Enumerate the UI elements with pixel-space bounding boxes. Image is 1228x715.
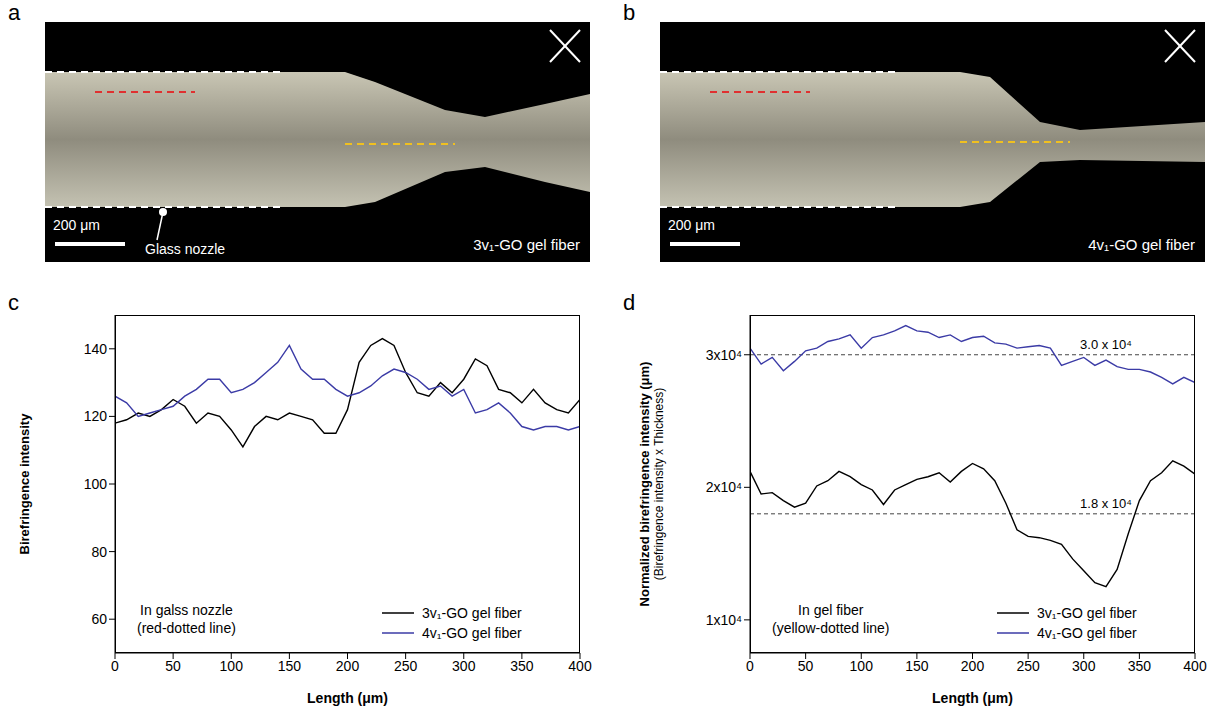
svg-text:200: 200 bbox=[336, 658, 360, 674]
html-text:(Birefringence intensity x Thi: (Birefringence intensity x Thickness) bbox=[651, 387, 666, 581]
svg-text:50: 50 bbox=[165, 658, 181, 674]
html-text:4v₁-GO gel fiber: 4v₁-GO gel fiber bbox=[422, 625, 522, 641]
svg-text:100: 100 bbox=[84, 476, 108, 492]
html-text:3v₁-GO gel fiber: 3v₁-GO gel fiber bbox=[1037, 605, 1137, 621]
svg-text:3v₁-GO gel fiber: 3v₁-GO gel fiber bbox=[473, 236, 580, 253]
html-text:b: b bbox=[623, 0, 636, 25]
svg-text:80: 80 bbox=[91, 544, 107, 560]
svg-text:2x10⁴: 2x10⁴ bbox=[706, 479, 742, 495]
svg-text:400: 400 bbox=[568, 658, 592, 674]
html-text:Normalized birefringence inten: Normalized birefringence intensity (μm) bbox=[636, 361, 652, 607]
svg-text:0: 0 bbox=[746, 658, 754, 674]
svg-text:200 μm: 200 μm bbox=[668, 217, 715, 233]
svg-text:Length (μm): Length (μm) bbox=[307, 690, 388, 706]
svg-text:300: 300 bbox=[1072, 658, 1096, 674]
svg-text:1.8 x 10⁴: 1.8 x 10⁴ bbox=[1080, 496, 1132, 511]
svg-text:60: 60 bbox=[91, 611, 107, 627]
svg-text:140: 140 bbox=[84, 341, 108, 357]
svg-text:400: 400 bbox=[1183, 658, 1207, 674]
html-text:Birefringence intensity: Birefringence intensity bbox=[16, 413, 32, 555]
svg-text:150: 150 bbox=[278, 658, 302, 674]
html-text:c: c bbox=[8, 290, 19, 315]
html-text:(yellow-dotted line): (yellow-dotted line) bbox=[772, 620, 890, 636]
svg-text:350: 350 bbox=[510, 658, 534, 674]
html-text:d: d bbox=[623, 290, 636, 315]
html-text:4v₁-GO gel fiber: 4v₁-GO gel fiber bbox=[1037, 625, 1137, 641]
html-text:3v₁-GO gel fiber: 3v₁-GO gel fiber bbox=[422, 605, 522, 621]
html-text:a: a bbox=[8, 0, 21, 25]
svg-text:120: 120 bbox=[84, 408, 108, 424]
svg-text:Length (μm): Length (μm) bbox=[932, 690, 1013, 706]
svg-text:350: 350 bbox=[1128, 658, 1152, 674]
svg-text:50: 50 bbox=[798, 658, 814, 674]
svg-text:300: 300 bbox=[452, 658, 476, 674]
html-text:(red-dotted line): (red-dotted line) bbox=[137, 620, 236, 636]
svg-text:100: 100 bbox=[850, 658, 874, 674]
svg-text:250: 250 bbox=[394, 658, 418, 674]
svg-text:200: 200 bbox=[961, 658, 985, 674]
html-text:In gel fiber: In gel fiber bbox=[798, 602, 864, 618]
svg-text:3x10⁴: 3x10⁴ bbox=[706, 347, 742, 363]
svg-text:4v₁-GO gel fiber: 4v₁-GO gel fiber bbox=[1088, 236, 1195, 253]
html-text:In galss nozzle: In galss nozzle bbox=[140, 602, 233, 618]
svg-text:100: 100 bbox=[220, 658, 244, 674]
svg-text:200 μm: 200 μm bbox=[53, 217, 100, 233]
svg-text:Glass nozzle: Glass nozzle bbox=[145, 241, 225, 257]
svg-text:3.0 x 10⁴: 3.0 x 10⁴ bbox=[1080, 337, 1132, 352]
svg-text:0: 0 bbox=[111, 658, 119, 674]
svg-text:1x10⁴: 1x10⁴ bbox=[706, 612, 742, 628]
svg-text:250: 250 bbox=[1016, 658, 1040, 674]
svg-text:150: 150 bbox=[905, 658, 929, 674]
